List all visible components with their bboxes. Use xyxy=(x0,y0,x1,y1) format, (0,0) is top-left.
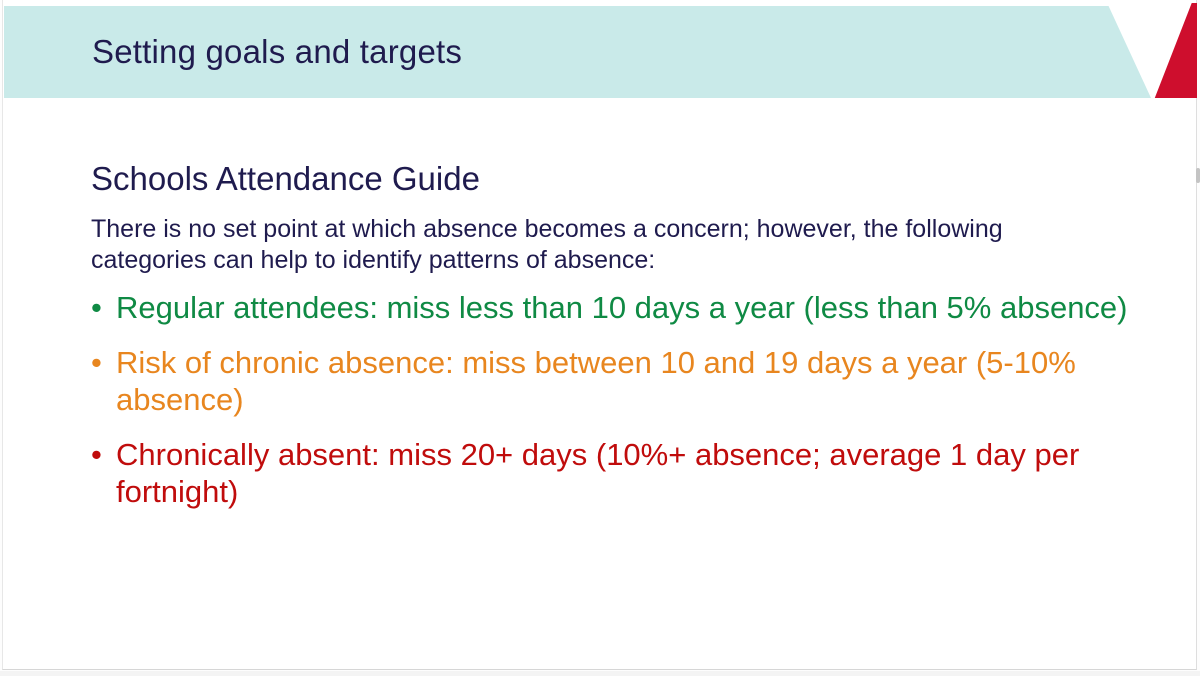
bullet-dot-icon: • xyxy=(91,437,102,472)
scrollbar-thumb[interactable] xyxy=(1196,168,1200,183)
bullet-text: Chronically absent: miss 20+ days (10%+ … xyxy=(116,437,1080,509)
corner-triangle-decoration xyxy=(1154,3,1197,98)
bullet-item-risk-of-chronic-absence: • Risk of chronic absence: miss between 1… xyxy=(91,344,1136,418)
bullet-item-chronically-absent: • Chronically absent: miss 20+ days (10%+… xyxy=(91,436,1136,510)
bullet-text: Risk of chronic absence: miss between 10… xyxy=(116,345,1076,417)
bullet-list: • • Regular attendees: miss less than 10 … xyxy=(91,289,1151,510)
page-bottom-margin xyxy=(0,671,1200,676)
slide-title: Setting goals and targets xyxy=(92,33,463,70)
bullet-item-regular-attendees: • Regular attendees: miss less than 10 da… xyxy=(91,289,1136,326)
section-heading: Schools Attendance Guide xyxy=(91,160,480,197)
slide-body: Schools Attendance Guide There is no set… xyxy=(91,158,1151,528)
bullet-dot-icon: • xyxy=(91,290,102,325)
scrollbar-track[interactable] xyxy=(1196,0,1200,676)
header-band: Setting goals and targets xyxy=(4,6,1151,98)
intro-text: There is no set point at which absence b… xyxy=(91,215,1003,274)
bullet-text: Regular attendees: miss less than 10 day… xyxy=(116,290,1128,325)
bullet-dot-icon: • xyxy=(91,345,102,380)
